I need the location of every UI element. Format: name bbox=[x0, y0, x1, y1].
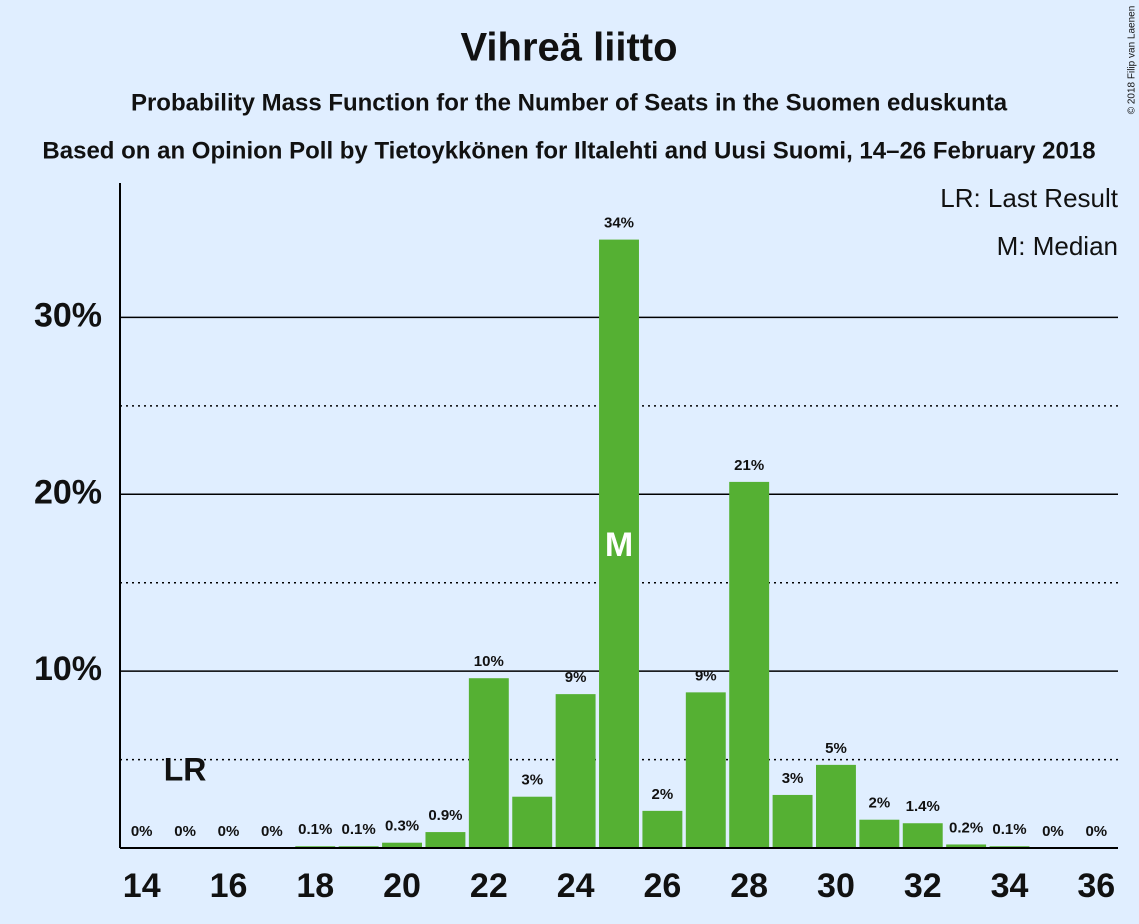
bar bbox=[512, 796, 553, 848]
value-label: 5% bbox=[825, 740, 847, 757]
y-tick-label: 10% bbox=[34, 650, 102, 688]
value-label: 9% bbox=[695, 667, 717, 684]
bar bbox=[382, 842, 423, 848]
x-tick-label: 20 bbox=[383, 867, 421, 905]
x-tick-label: 14 bbox=[123, 867, 161, 905]
legend-entry: LR: Last Result bbox=[940, 183, 1119, 213]
value-label: 0% bbox=[1042, 823, 1064, 840]
value-label: 0% bbox=[218, 823, 240, 840]
bar bbox=[685, 692, 726, 848]
bar bbox=[599, 239, 639, 848]
bar bbox=[468, 678, 509, 848]
value-label: 3% bbox=[521, 772, 543, 789]
value-label: 0% bbox=[131, 823, 153, 840]
value-label: 2% bbox=[869, 795, 891, 812]
value-label: 3% bbox=[782, 770, 804, 787]
x-tick-label: 22 bbox=[470, 867, 508, 905]
value-label: 0.1% bbox=[992, 821, 1026, 838]
y-tick-label: 20% bbox=[34, 473, 102, 511]
bar bbox=[946, 844, 987, 848]
x-tick-label: 16 bbox=[210, 867, 248, 905]
x-tick-label: 30 bbox=[817, 867, 855, 905]
legend-entry: M: Median bbox=[997, 231, 1118, 261]
x-tick-label: 18 bbox=[296, 867, 334, 905]
last-result-label: LR bbox=[164, 751, 207, 787]
bar bbox=[859, 819, 900, 848]
value-label: 0% bbox=[1085, 823, 1107, 840]
value-label: 0% bbox=[261, 823, 283, 840]
value-label: 21% bbox=[734, 457, 764, 474]
bar bbox=[555, 694, 596, 848]
value-label: 0.2% bbox=[949, 819, 983, 836]
value-label: 0.1% bbox=[298, 821, 332, 838]
x-tick-label: 34 bbox=[991, 867, 1029, 905]
bar bbox=[425, 832, 466, 848]
value-label: 9% bbox=[565, 669, 587, 686]
value-label: 34% bbox=[604, 215, 634, 232]
median-label: M bbox=[605, 526, 633, 564]
y-tick-label: 30% bbox=[34, 296, 102, 334]
bar bbox=[642, 810, 683, 848]
bar bbox=[729, 481, 770, 848]
credit: © 2018 Filip van Laenen bbox=[1127, 6, 1138, 115]
x-tick-label: 26 bbox=[643, 867, 681, 905]
bar bbox=[902, 823, 943, 848]
value-label: 10% bbox=[474, 653, 504, 670]
value-label: 2% bbox=[652, 786, 674, 803]
x-tick-label: 28 bbox=[730, 867, 768, 905]
bar bbox=[815, 764, 856, 848]
x-tick-label: 24 bbox=[557, 867, 595, 905]
value-label: 0.9% bbox=[428, 807, 462, 824]
chart-caption: Based on an Opinion Poll by Tietoykkönen… bbox=[42, 137, 1095, 164]
chart-subtitle: Probability Mass Function for the Number… bbox=[131, 89, 1008, 116]
value-label: 0% bbox=[174, 823, 196, 840]
x-tick-label: 36 bbox=[1077, 867, 1115, 905]
value-label: 0.1% bbox=[342, 821, 376, 838]
bar bbox=[772, 794, 813, 848]
value-label: 1.4% bbox=[906, 798, 940, 815]
value-label: 0.3% bbox=[385, 818, 419, 835]
x-tick-label: 32 bbox=[904, 867, 942, 905]
chart-title: Vihreä liitto bbox=[460, 26, 677, 70]
